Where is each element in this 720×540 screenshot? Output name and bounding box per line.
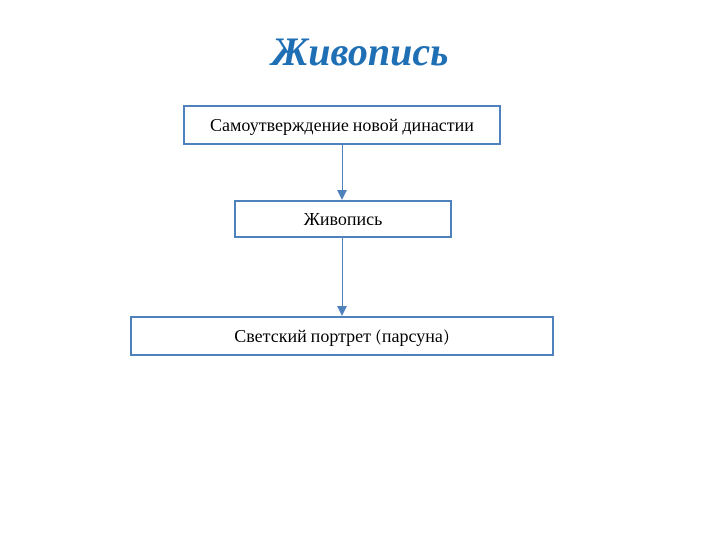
flowchart-node-node2: Живопись — [234, 200, 452, 238]
flowchart-node-label: Светский портрет (парсуна) — [234, 326, 449, 347]
flowchart-arrow-head — [337, 306, 347, 316]
flowchart-arrow-line — [342, 145, 343, 192]
page-title: Живопись — [272, 28, 449, 75]
flowchart-arrow-line — [342, 238, 343, 308]
flowchart-node-node1: Самоутверждение новой династии — [183, 105, 501, 145]
flowchart-arrow-head — [337, 190, 347, 200]
flowchart-node-node3: Светский портрет (парсуна) — [130, 316, 554, 356]
flowchart-node-label: Самоутверждение новой династии — [210, 115, 474, 136]
flowchart-node-label: Живопись — [304, 209, 383, 230]
title-text: Живопись — [272, 29, 449, 75]
